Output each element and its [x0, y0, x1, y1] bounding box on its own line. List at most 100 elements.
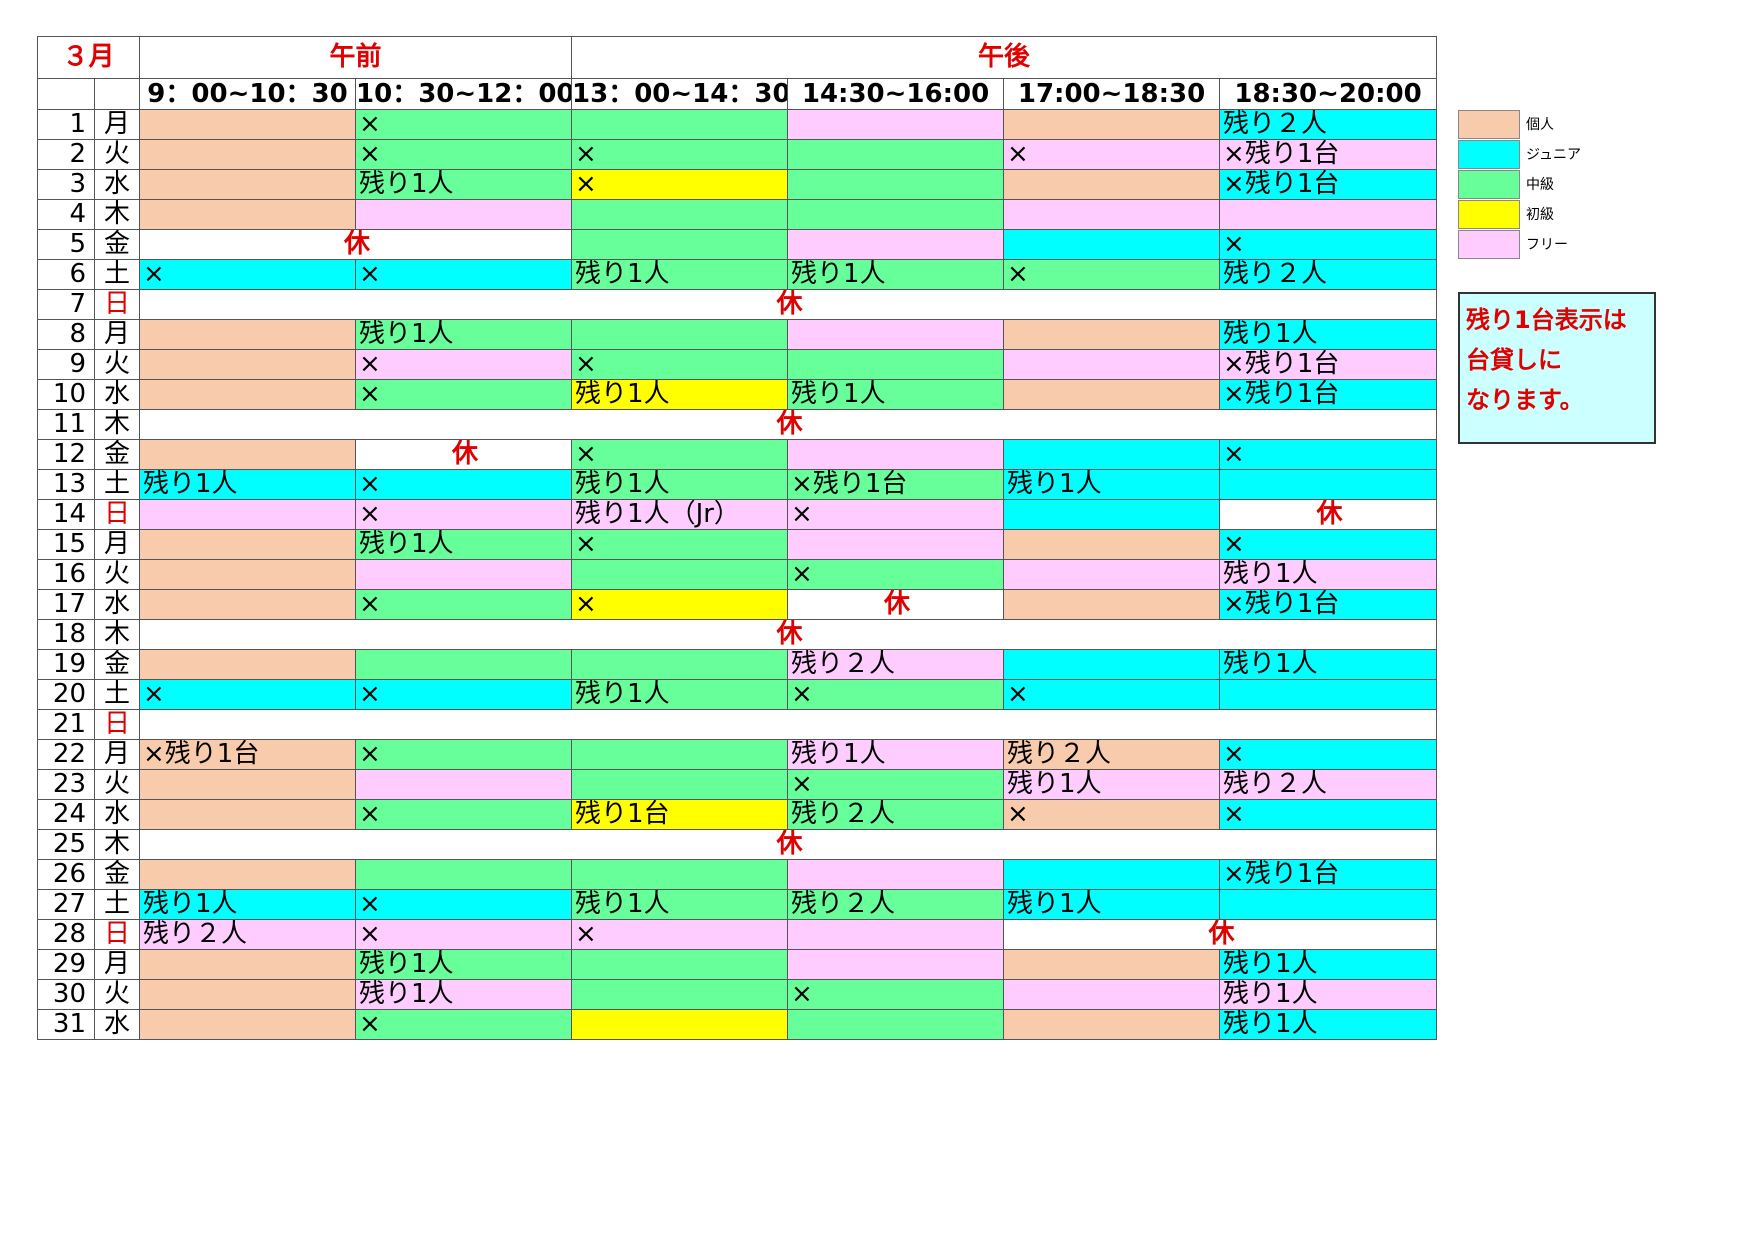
am-header: 午前	[139, 36, 573, 79]
slot-cell: ×	[787, 979, 1005, 1010]
slot-cell: 残り２人	[787, 799, 1005, 830]
slot-cell	[787, 169, 1005, 200]
table-row: 25 木休	[37, 829, 1438, 860]
weekday-label: 木	[93, 829, 141, 860]
slot-cell: 残り２人	[1219, 769, 1438, 800]
slot-cell	[139, 709, 1438, 740]
slot-cell: 残り1人	[1219, 319, 1438, 350]
slot-cell	[571, 979, 789, 1010]
slot-cell: 残り1人（Jr）	[571, 499, 789, 530]
legend-item: フリー	[1458, 230, 1581, 260]
table-row: 23 火 × 残り1人 残り２人	[37, 769, 1438, 800]
slot-cell: 残り1人	[571, 259, 789, 290]
legend-label: フリー	[1526, 237, 1568, 253]
notice-line: 残り1台表示は	[1466, 306, 1627, 334]
table-row: 10 水 × 残り1人 残り1人 ×残り1台	[37, 379, 1438, 410]
legend-item: 初級	[1458, 200, 1581, 230]
day-number: 13	[37, 469, 95, 500]
weekday-label: 月	[93, 319, 141, 350]
day-number: 31	[37, 1009, 95, 1040]
slot-cell: 残り1人	[1003, 469, 1221, 500]
slot-header-1: 9：00~10：30	[139, 78, 357, 110]
slot-cell: ×	[571, 169, 789, 200]
table-row: 18 木休	[37, 619, 1438, 650]
legend-label: ジュニア	[1526, 147, 1582, 163]
weekday-label: 水	[93, 1009, 141, 1040]
slot-header-6: 18:30~20:00	[1219, 78, 1438, 110]
day-number: 14	[37, 499, 95, 530]
slot-cell	[571, 1009, 789, 1040]
closed-cell: 休	[139, 409, 1438, 440]
slot-cell	[1003, 349, 1221, 380]
slot-cell: 残り1人	[355, 949, 573, 980]
slot-cell	[355, 769, 573, 800]
slot-cell	[1003, 229, 1221, 260]
slot-cell: 残り1人	[1219, 649, 1438, 680]
slot-cell	[1003, 949, 1221, 980]
legend-label: 個人	[1526, 117, 1554, 133]
slot-cell: ×	[355, 679, 573, 710]
slot-cell: 残り1人	[1219, 949, 1438, 980]
slot-cell	[139, 379, 357, 410]
slot-cell: ×	[1219, 229, 1438, 260]
slot-cell: 残り２人	[1219, 109, 1438, 140]
slot-cell: ×	[355, 589, 573, 620]
day-number: 28	[37, 919, 95, 950]
slot-cell	[1003, 199, 1221, 230]
slot-cell	[1219, 469, 1438, 500]
day-number: 10	[37, 379, 95, 410]
notice-line: 台貸しに	[1466, 346, 1562, 374]
slot-cell: ×	[1003, 799, 1221, 830]
slot-cell	[571, 109, 789, 140]
slot-cell: ×	[571, 919, 789, 950]
day-number: 21	[37, 709, 95, 740]
closed-cell: 休	[355, 439, 573, 470]
closed-cell: 休	[139, 229, 573, 260]
slot-cell	[571, 949, 789, 980]
legend-swatch	[1458, 170, 1520, 199]
slot-cell	[139, 439, 357, 470]
slot-cell	[139, 199, 357, 230]
slot-cell	[139, 859, 357, 890]
slot-cell: ×残り1台	[1219, 589, 1438, 620]
slot-cell	[355, 649, 573, 680]
slot-cell: ×	[1219, 529, 1438, 560]
slot-cell: ×	[355, 139, 573, 170]
day-number: 1	[37, 109, 95, 140]
slot-cell: 残り1人	[139, 889, 357, 920]
slot-cell: ×	[787, 679, 1005, 710]
weekday-label: 火	[93, 559, 141, 590]
slot-cell	[1003, 169, 1221, 200]
table-row: 6 土 × × 残り1人 残り1人 × 残り２人	[37, 259, 1438, 290]
day-number: 9	[37, 349, 95, 380]
weekday-label: 月	[93, 949, 141, 980]
day-number: 27	[37, 889, 95, 920]
slot-cell	[1003, 859, 1221, 890]
slot-cell	[139, 649, 357, 680]
slot-cell	[139, 349, 357, 380]
slot-cell	[787, 529, 1005, 560]
slot-cell	[787, 349, 1005, 380]
slot-cell: 残り1人	[1003, 769, 1221, 800]
slot-cell	[355, 559, 573, 590]
slot-cell	[787, 139, 1005, 170]
slot-cell: ×残り1台	[1219, 139, 1438, 170]
table-row: 12 金休 × ×	[37, 439, 1438, 470]
slot-cell	[571, 199, 789, 230]
slot-cell	[139, 109, 357, 140]
slot-cell: ×	[139, 679, 357, 710]
day-number: 24	[37, 799, 95, 830]
day-number: 18	[37, 619, 95, 650]
slot-cell: 残り1人	[787, 739, 1005, 770]
weekday-label: 金	[93, 649, 141, 680]
weekday-label: 日	[93, 919, 141, 950]
closed-cell: 休	[1003, 919, 1438, 950]
weekday-label: 火	[93, 139, 141, 170]
table-row: 31 水 × 残り1人	[37, 1009, 1438, 1040]
pm-header: 午後	[571, 36, 1438, 79]
day-number: 22	[37, 739, 95, 770]
table-row: 24 水 × 残り1台 残り２人 × ×	[37, 799, 1438, 830]
slot-cell: 残り1人	[355, 169, 573, 200]
table-row: 17 水 × × 休 ×残り1台	[37, 589, 1438, 620]
